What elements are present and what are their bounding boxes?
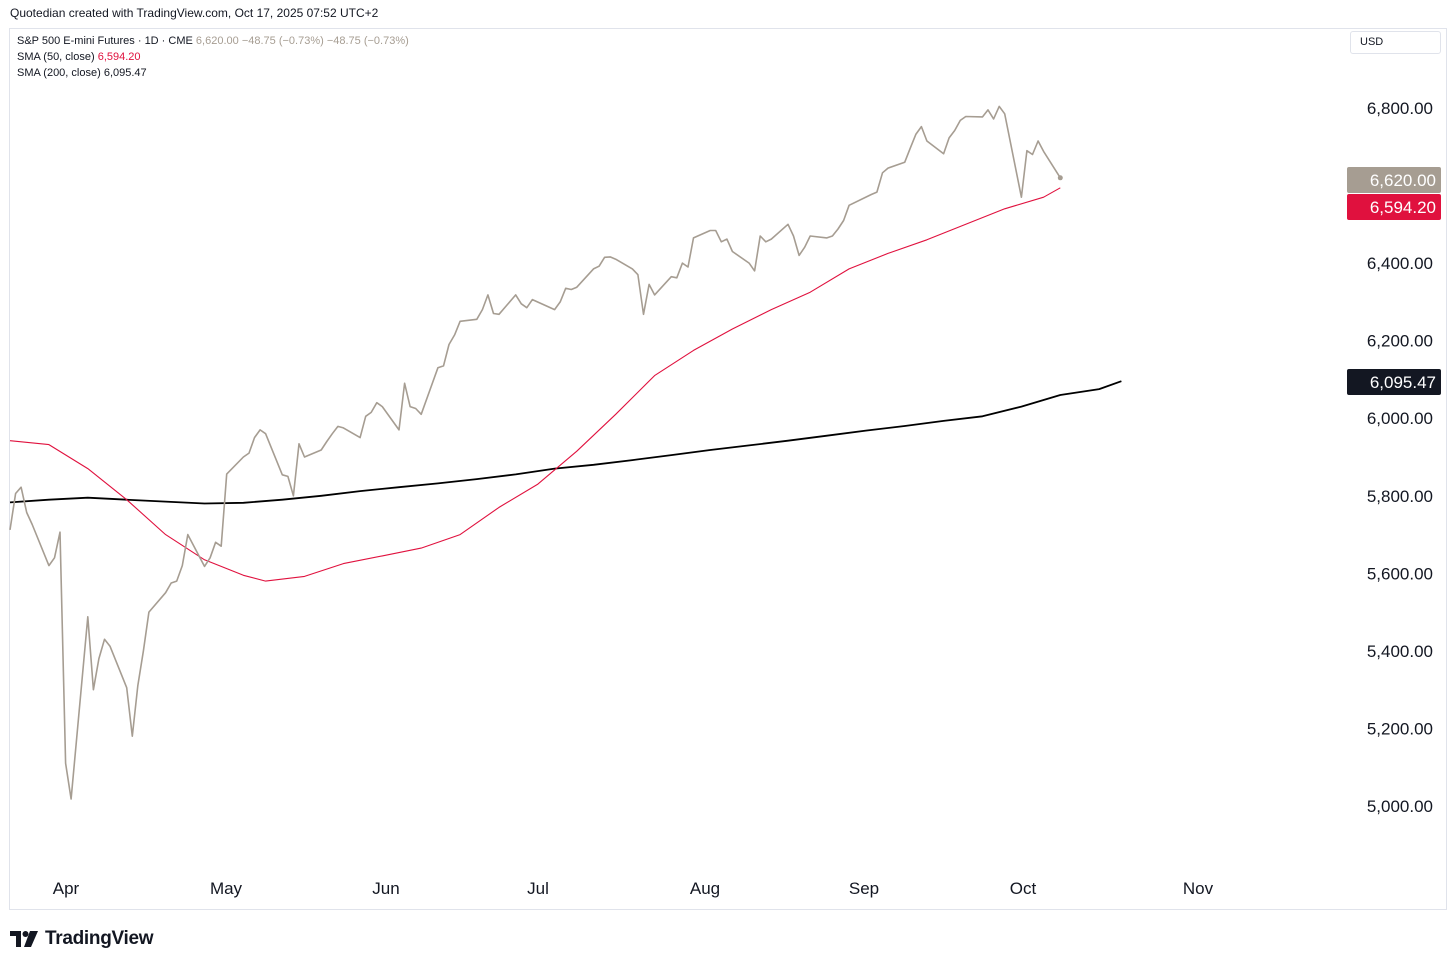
sma200-series-line [9, 380, 1122, 505]
x-tick-label: Oct [1010, 879, 1037, 898]
legend-sma50-label: SMA (50, close) [17, 51, 95, 63]
legend-change-1: −48.75 (−0.73%) [241, 35, 324, 47]
chart-frame [9, 28, 1447, 910]
legend-price: 6,620.00 [195, 35, 239, 47]
tradingview-logo-text: TradingView [45, 928, 154, 949]
tradingview-logo: TradingView [10, 928, 154, 950]
y-tick-label: 6,000.00 [1367, 409, 1433, 428]
x-tick-label: Apr [53, 879, 80, 898]
y-tick-label: 6,200.00 [1367, 332, 1433, 351]
price-label-text: 6,620.00 [1370, 171, 1436, 190]
x-tick-label: Sep [849, 879, 879, 898]
last-price-dot [1057, 175, 1063, 181]
legend-sma200-row[interactable]: SMA (200, close) 6,095.47 [17, 65, 409, 81]
sma50-series-line [9, 187, 1061, 582]
price-label-box [1347, 369, 1441, 395]
legend-sma200-label: SMA (200, close) [17, 67, 101, 79]
y-tick-label: 5,400.00 [1367, 642, 1433, 661]
x-tick-label: Aug [690, 879, 720, 898]
y-tick-label: 5,600.00 [1367, 564, 1433, 583]
chart-legend: S&P 500 E-mini Futures · 1D · CME 6,620.… [17, 33, 409, 81]
x-tick-label: Jun [372, 879, 399, 898]
legend-change-2: −48.75 (−0.73%) [326, 35, 409, 47]
legend-sma200-value: 6,095.47 [103, 67, 147, 79]
price-label-box [1347, 194, 1441, 220]
y-tick-label: 5,800.00 [1367, 487, 1433, 506]
legend-sma50-row[interactable]: SMA (50, close) 6,594.20 [17, 49, 409, 65]
currency-selector[interactable]: USD [1350, 31, 1441, 54]
legend-symbol-row[interactable]: S&P 500 E-mini Futures · 1D · CME 6,620.… [17, 33, 409, 49]
y-tick-label: 6,800.00 [1367, 99, 1433, 118]
x-tick-label: May [210, 879, 243, 898]
legend-symbol: S&P 500 E-mini Futures · 1D · CME [17, 35, 193, 47]
x-tick-label: Jul [527, 879, 549, 898]
price-label-text: 6,095.47 [1370, 373, 1436, 392]
chart-credit: Quotedian created with TradingView.com, … [10, 6, 379, 20]
y-tick-label: 5,000.00 [1367, 797, 1433, 816]
legend-sma50-value: 6,594.20 [97, 51, 141, 63]
tradingview-logo-icon [10, 931, 38, 947]
price-label-text: 6,594.20 [1370, 198, 1436, 217]
y-tick-label: 5,200.00 [1367, 719, 1433, 738]
y-tick-label: 6,400.00 [1367, 254, 1433, 273]
price-series-line [9, 105, 1061, 800]
price-label-box [1347, 167, 1441, 193]
x-tick-label: Nov [1183, 879, 1214, 898]
